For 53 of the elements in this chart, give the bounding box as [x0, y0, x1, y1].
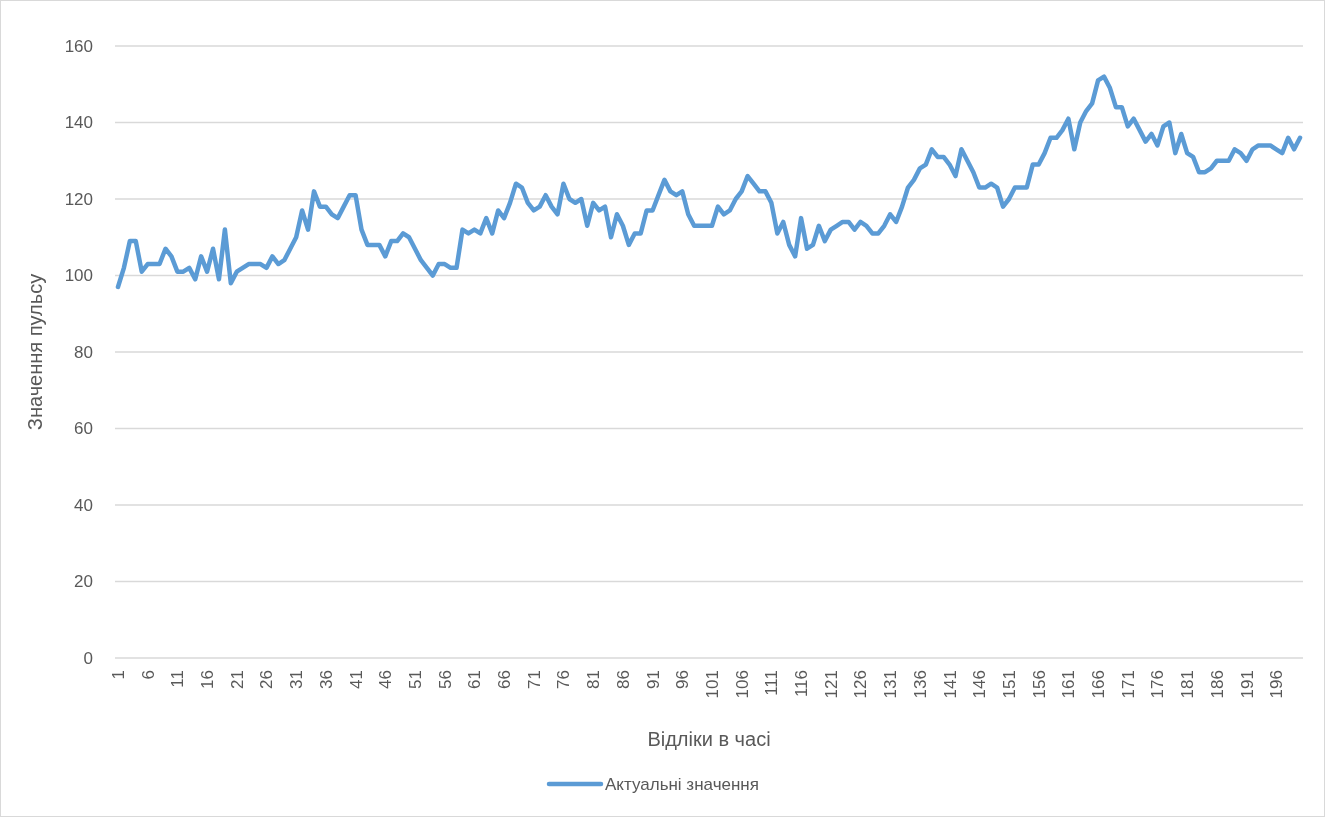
y-tick-label: 40 — [74, 495, 93, 515]
x-tick-label: 11 — [168, 670, 188, 688]
x-tick-label: 196 — [1267, 670, 1287, 699]
x-tick-label: 101 — [702, 670, 722, 699]
x-tick-label: 176 — [1148, 670, 1168, 699]
line-series — [115, 74, 1303, 290]
x-tick-label: 106 — [732, 670, 752, 699]
x-tick-label: 141 — [940, 670, 960, 699]
x-tick-label: 91 — [643, 670, 663, 689]
y-axis-title: Значення пульсу — [24, 273, 46, 431]
y-tick-label: 60 — [74, 419, 93, 439]
x-tick-label: 86 — [613, 670, 633, 689]
x-tick-label: 171 — [1118, 670, 1138, 699]
x-tick-label: 51 — [405, 670, 425, 689]
x-tick-label: 36 — [316, 670, 336, 689]
y-tick-label: 20 — [74, 572, 93, 592]
x-tick-label: 46 — [376, 670, 396, 689]
x-tick-label: 1 — [108, 670, 128, 680]
x-tick-label: 41 — [346, 670, 366, 689]
x-tick-label: 76 — [554, 670, 574, 689]
x-tick-label: 126 — [851, 670, 871, 699]
x-tick-label: 66 — [495, 670, 515, 689]
x-tick-label: 6 — [138, 670, 158, 680]
y-tick-label: 80 — [74, 342, 93, 362]
x-tick-label: 136 — [910, 670, 930, 699]
x-tick-label: 156 — [1029, 670, 1049, 699]
x-tick-label: 111 — [762, 670, 782, 696]
x-tick-label: 26 — [257, 670, 277, 689]
x-tick-label: 61 — [465, 670, 485, 689]
x-tick-label: 161 — [1059, 670, 1079, 699]
x-axis-title: Відліки в часі — [647, 728, 771, 750]
x-tick-label: 21 — [227, 670, 247, 689]
x-tick-label: 16 — [198, 670, 218, 689]
x-tick-label: 71 — [524, 670, 544, 689]
x-tick-label: 181 — [1178, 670, 1198, 699]
x-tick-label: 131 — [881, 670, 901, 699]
x-tick-label: 186 — [1207, 670, 1227, 699]
x-tick-label: 31 — [287, 670, 307, 689]
x-tick-label: 96 — [673, 670, 693, 689]
y-tick-label: 160 — [64, 36, 93, 56]
x-tick-label: 146 — [970, 670, 990, 699]
legend-label: Актуальні значення — [605, 774, 759, 794]
y-tick-label: 140 — [64, 113, 93, 133]
y-tick-label: 0 — [83, 648, 93, 668]
x-tick-label: 191 — [1237, 670, 1257, 699]
x-tick-label: 166 — [1089, 670, 1109, 699]
y-tick-label: 120 — [64, 189, 93, 209]
x-tick-label: 81 — [584, 670, 604, 689]
x-tick-label: 56 — [435, 670, 455, 689]
x-tick-label: 151 — [999, 670, 1019, 699]
x-tick-label: 121 — [821, 670, 841, 699]
x-tick-label: 116 — [792, 670, 812, 698]
y-tick-label: 100 — [64, 266, 93, 286]
